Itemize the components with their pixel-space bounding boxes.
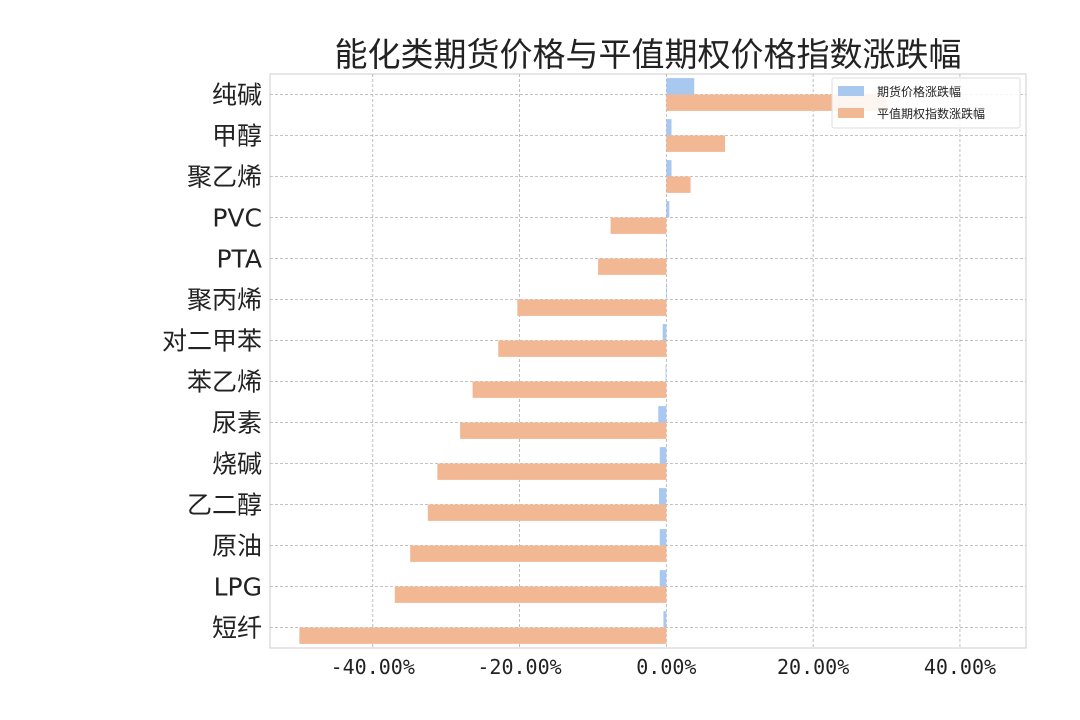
bar-options xyxy=(517,299,667,316)
bar-group xyxy=(299,78,887,644)
category-label: 纯碱 xyxy=(212,81,262,110)
bar-futures xyxy=(666,201,670,218)
bar-futures xyxy=(662,324,667,341)
category-label: 甲醇 xyxy=(212,122,262,151)
bar-options xyxy=(598,258,667,275)
category-label: 短纤 xyxy=(212,614,262,643)
category-label: 苯乙烯 xyxy=(187,368,262,397)
bar-options xyxy=(410,545,667,562)
bar-options xyxy=(472,381,667,398)
legend-box xyxy=(831,77,1021,129)
x-tick-label: 40.00% xyxy=(924,655,996,679)
bar-futures xyxy=(659,570,667,587)
legend-label-options: 平值期权指数涨跌幅 xyxy=(877,106,985,121)
category-label: 乙二醇 xyxy=(187,491,262,520)
bar-futures xyxy=(666,242,667,259)
bar-options xyxy=(299,627,667,644)
bar-futures xyxy=(666,160,672,177)
x-tick-label: 20.00% xyxy=(777,655,849,679)
x-tick-label: -20.00% xyxy=(477,655,561,679)
bar-options xyxy=(427,504,667,521)
category-label: PVC xyxy=(212,204,262,233)
bar-options xyxy=(394,586,667,603)
legend: 期货价格涨跌幅 平值期权指数涨跌幅 xyxy=(831,77,1021,129)
x-tick-label: 0.00% xyxy=(636,655,696,679)
x-tick-label: -40.00% xyxy=(331,655,415,679)
bar-options xyxy=(460,422,667,439)
bar-options xyxy=(666,94,887,111)
legend-swatch-options xyxy=(838,108,864,118)
category-label: 烧碱 xyxy=(212,450,262,479)
category-label: 聚乙烯 xyxy=(187,163,262,192)
bar-futures xyxy=(666,78,695,95)
bar-futures xyxy=(658,406,667,423)
legend-label-futures: 期货价格涨跌幅 xyxy=(877,84,961,99)
bar-options xyxy=(437,463,667,480)
bar-options xyxy=(666,176,691,193)
bar-futures xyxy=(659,529,667,546)
bar-futures xyxy=(666,283,668,300)
bar-options xyxy=(666,135,726,152)
bar-futures xyxy=(665,365,667,382)
bar-options xyxy=(610,217,667,234)
category-label: 尿素 xyxy=(212,409,262,438)
chart-title: 能化类期货价格与平值期权价格指数涨跌幅 xyxy=(335,35,962,74)
category-label: PTA xyxy=(216,245,262,274)
bar-futures xyxy=(663,611,667,628)
bar-futures xyxy=(666,119,672,136)
category-label: 原油 xyxy=(212,532,262,561)
x-tick-labels: -40.00% -20.00% 0.00% 20.00% 40.00% xyxy=(331,655,996,679)
category-label: 聚丙烯 xyxy=(187,286,262,315)
category-label: LPG xyxy=(214,573,262,602)
category-label: 对二甲苯 xyxy=(162,327,262,356)
legend-swatch-futures xyxy=(838,86,864,96)
bar-futures xyxy=(659,447,667,464)
bar-futures xyxy=(659,488,667,505)
bar-options xyxy=(498,340,667,357)
